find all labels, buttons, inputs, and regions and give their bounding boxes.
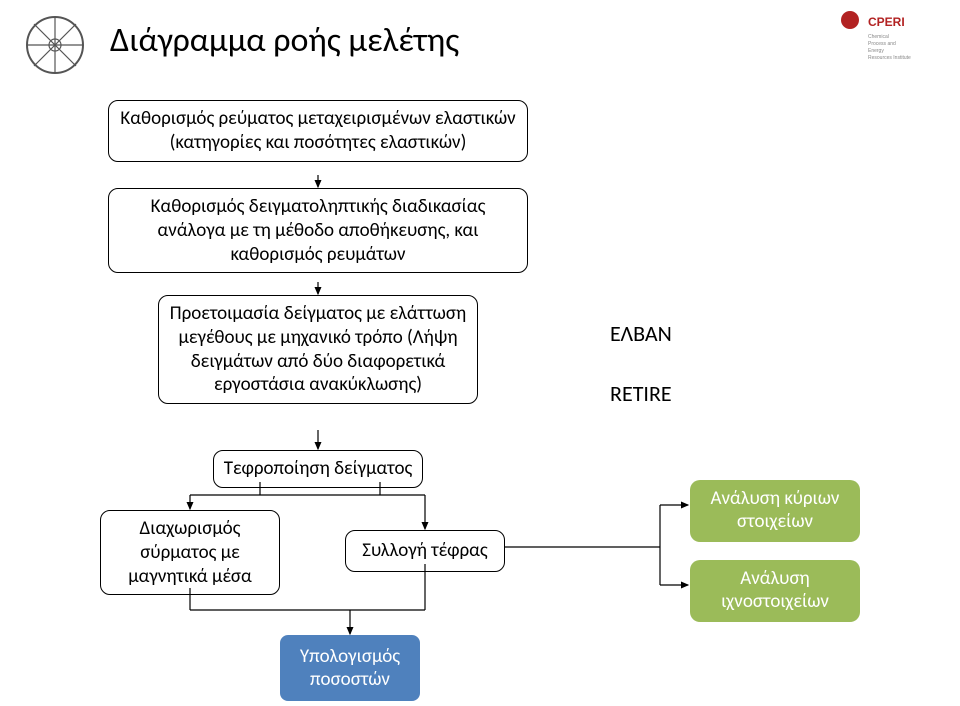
svg-text:Energy: Energy	[868, 48, 884, 54]
label-elvan: ΕΛΒΑΝ	[610, 320, 672, 347]
box-percentage-calc: Υπολογισμός ποσοστών	[280, 635, 420, 701]
box-major-elements: Ανάλυση κύριων στοιχείων	[690, 480, 860, 542]
svg-text:Process and: Process and	[868, 41, 896, 47]
logo-right: CPERI Chemical Process and Energy Resour…	[838, 8, 938, 64]
node-ashing: Τεφροποίηση δείγματος	[213, 450, 423, 488]
node-ash-collection: Συλλογή τέφρας	[345, 530, 505, 572]
node-sample-prep: Προετοιμασία δείγματος με ελάττωση μεγέθ…	[158, 295, 478, 404]
svg-text:Resources Institute: Resources Institute	[868, 55, 911, 61]
box-trace-elements: Ανάλυση ιχνοστοιχείων	[690, 560, 860, 622]
node-sampling-procedure: Καθορισμός δειγματοληπτικής διαδικασίας …	[108, 188, 528, 273]
page-title: Διάγραμμα ροής μελέτης	[110, 20, 459, 61]
label-retire: RETIRE	[610, 380, 672, 407]
logo-left	[20, 10, 90, 80]
node-define-stream: Καθορισμός ρεύματος μεταχειρισμένων ελασ…	[108, 100, 528, 162]
node-magnetic-separation: Διαχωρισμός σύρματος με μαγνητικά μέσα	[100, 510, 280, 595]
svg-text:CPERI: CPERI	[868, 15, 905, 29]
svg-text:Chemical: Chemical	[868, 34, 889, 40]
